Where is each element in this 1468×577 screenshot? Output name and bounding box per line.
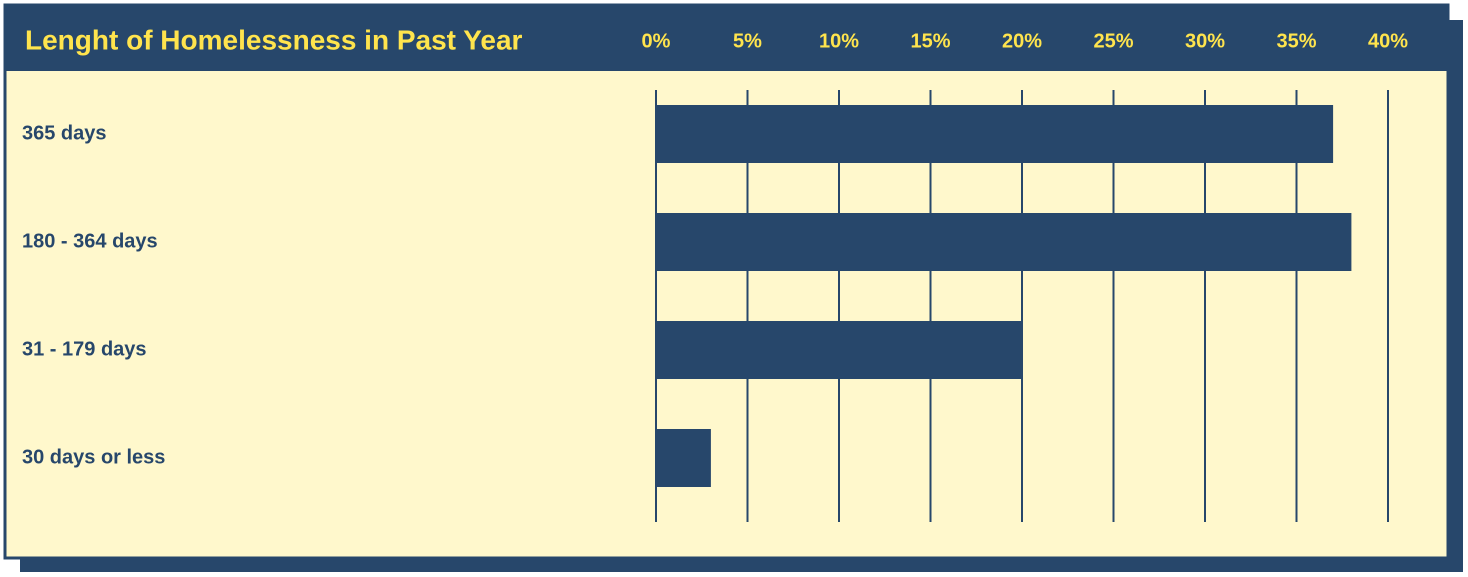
chart-title: Lenght of Homelessness in Past Year xyxy=(25,24,523,55)
y-tick-label: 30 days or less xyxy=(22,446,165,468)
x-tick-label: 25% xyxy=(1093,30,1133,52)
y-tick-label: 31 - 179 days xyxy=(22,338,147,360)
x-tick-label: 15% xyxy=(910,30,950,52)
x-tick-label: 5% xyxy=(733,30,762,52)
y-tick-label: 180 - 364 days xyxy=(22,230,158,252)
header-band xyxy=(5,5,1448,71)
x-tick-label: 10% xyxy=(819,30,859,52)
y-tick-label: 365 days xyxy=(22,122,107,144)
x-tick-label: 0% xyxy=(642,30,671,52)
bar xyxy=(656,213,1352,271)
panel xyxy=(3,3,1450,560)
x-tick-label: 30% xyxy=(1185,30,1225,52)
x-tick-label: 35% xyxy=(1276,30,1316,52)
x-tick-label: 20% xyxy=(1002,30,1042,52)
bar xyxy=(656,321,1022,379)
bar xyxy=(656,105,1334,163)
x-tick-label: 40% xyxy=(1368,30,1408,52)
bar xyxy=(656,429,711,487)
